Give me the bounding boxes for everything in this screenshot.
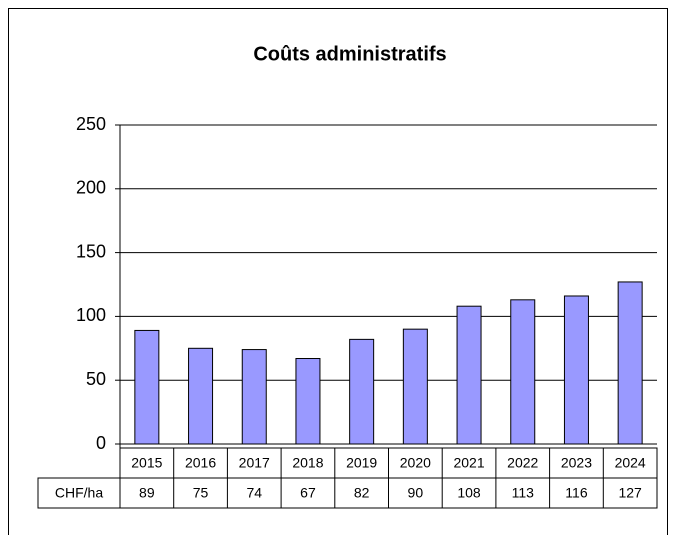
x-tick-label: 2024 xyxy=(615,455,646,471)
bar xyxy=(402,328,428,445)
x-tick-label: 2018 xyxy=(292,455,323,471)
data-label: 74 xyxy=(246,485,262,501)
bar xyxy=(134,329,160,445)
x-tick-label: 2019 xyxy=(346,455,377,471)
bar xyxy=(349,338,375,445)
data-label: 127 xyxy=(618,485,642,501)
bar xyxy=(617,281,643,445)
data-label: 90 xyxy=(408,485,424,501)
bar xyxy=(295,358,321,445)
y-tick-label: 0 xyxy=(96,433,106,453)
bar xyxy=(563,295,589,445)
y-tick-label: 250 xyxy=(76,114,106,134)
bar xyxy=(456,305,482,445)
bar xyxy=(510,299,536,445)
x-tick-label: 2015 xyxy=(131,455,162,471)
x-tick-label: 2023 xyxy=(561,455,592,471)
y-tick-label: 50 xyxy=(86,369,106,389)
data-label: 89 xyxy=(139,485,155,501)
data-label: 67 xyxy=(300,485,316,501)
table-row xyxy=(37,477,658,509)
bar xyxy=(188,347,214,445)
x-tick-label: 2016 xyxy=(185,455,216,471)
data-label: 116 xyxy=(565,485,588,501)
y-tick-label: 150 xyxy=(76,241,106,261)
x-tick-label: 2017 xyxy=(239,455,270,471)
data-label: 113 xyxy=(512,485,535,501)
y-tick-label: 100 xyxy=(76,305,106,325)
chart-title: Coûts administratifs xyxy=(253,43,446,65)
y-tick-label: 200 xyxy=(76,178,106,198)
data-label: 82 xyxy=(354,485,370,501)
x-tick-label: 2020 xyxy=(400,455,431,471)
data-label: 108 xyxy=(457,485,481,501)
data-label: 75 xyxy=(193,485,209,501)
legend-label: CHF/ha xyxy=(55,485,103,501)
chart-border xyxy=(8,8,668,535)
x-tick-label: 2022 xyxy=(507,455,538,471)
x-tick-label: 2021 xyxy=(453,455,484,471)
bar xyxy=(241,349,267,445)
